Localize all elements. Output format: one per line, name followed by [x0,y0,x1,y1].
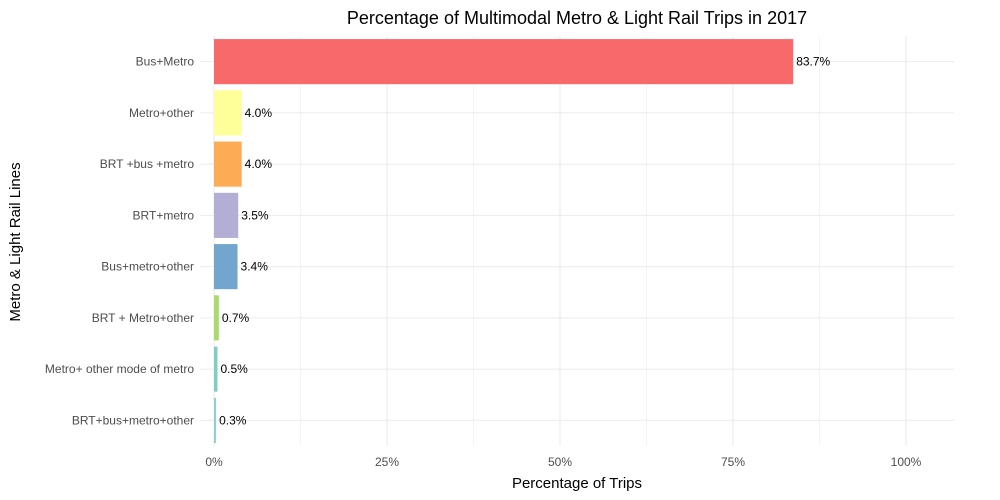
x-tick-label: 25% [375,455,399,469]
x-tick-labels: 0% 25% 50% 75% 100% [205,455,921,469]
bar-value-label: 83.7% [796,55,830,69]
y-tick-label: Metro+ other mode of metro [45,362,194,376]
y-tick-label: Metro+other [129,106,194,120]
bar-value-label: 3.4% [241,260,269,274]
y-tick-labels: Bus+Metro Metro+other BRT +bus +metro BRT+m… [45,55,194,428]
y-tick-label: Bus+Metro [136,55,195,69]
data-labels: 83.7% 4.0% 4.0% 3.5% 3.4% 0.7% 0.5% 0.3% [219,55,830,428]
bar [214,141,242,187]
grid-lines [200,36,954,446]
bar-value-label: 0.7% [222,311,250,325]
bars [214,39,794,443]
y-tick-label: BRT + Metro+other [92,311,194,325]
x-tick-label: 50% [548,455,572,469]
y-tick-label: BRT+metro [133,208,195,222]
y-axis-title: Metro & Light Rail Lines [7,162,24,321]
bar [214,90,242,136]
chart-title: Percentage of Multimodal Metro & Light R… [347,8,807,28]
bar-value-label: 4.0% [245,106,273,120]
x-tick-label: 0% [205,455,223,469]
y-tick-label: Bus+metro+other [101,260,194,274]
x-axis-title: Percentage of Trips [512,475,642,492]
bar-value-label: 0.3% [219,413,247,427]
bar [214,39,794,85]
bar-value-label: 0.5% [220,362,248,376]
x-tick-label: 75% [721,455,745,469]
y-tick-label: BRT +bus +metro [100,157,195,171]
bar-value-label: 4.0% [245,157,273,171]
bar [214,244,238,290]
bar [214,397,217,443]
bar [214,346,218,392]
bar [214,295,219,341]
bar [214,192,239,238]
x-tick-label: 100% [891,455,922,469]
y-tick-label: BRT+bus+metro+other [72,413,194,427]
bar-value-label: 3.5% [241,208,269,222]
